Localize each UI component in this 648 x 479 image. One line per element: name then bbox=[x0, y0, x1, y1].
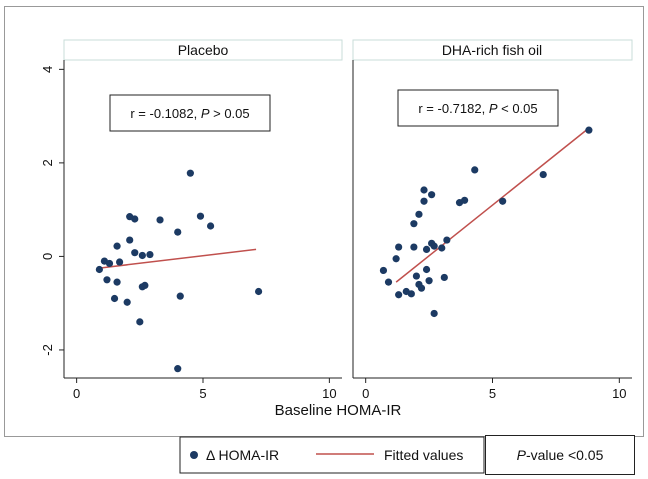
annotation-box bbox=[109, 94, 271, 132]
panel-title-placebo: Placebo bbox=[178, 42, 229, 58]
panel-title-fish-oil: DHA-rich fish oil bbox=[442, 42, 542, 58]
data-point bbox=[539, 170, 547, 179]
data-point bbox=[430, 309, 438, 318]
data-point bbox=[131, 215, 139, 223]
data-point bbox=[113, 242, 121, 250]
data-point bbox=[126, 236, 134, 244]
data-point bbox=[113, 278, 121, 286]
data-point bbox=[131, 249, 139, 257]
data-point bbox=[110, 294, 119, 303]
x-tick-label: 5 bbox=[199, 386, 206, 401]
fit-line bbox=[395, 129, 587, 283]
data-point bbox=[392, 255, 400, 263]
data-point bbox=[395, 291, 403, 299]
data-point bbox=[499, 197, 507, 205]
data-point bbox=[407, 290, 415, 298]
data-point bbox=[410, 243, 418, 251]
data-point bbox=[471, 166, 479, 174]
data-point bbox=[461, 196, 469, 204]
data-point bbox=[425, 277, 433, 285]
data-point bbox=[428, 191, 436, 199]
data-point bbox=[136, 318, 144, 326]
data-point bbox=[103, 276, 111, 284]
plot-panel-placebo: 0 5 10 bbox=[63, 60, 342, 401]
y-axis: -2 0 2 4 bbox=[40, 66, 64, 356]
data-point bbox=[186, 169, 194, 177]
data-point bbox=[138, 251, 146, 260]
data-point bbox=[585, 126, 593, 134]
data-point bbox=[379, 266, 388, 275]
data-point bbox=[412, 272, 421, 280]
x-tick-label: 0 bbox=[73, 386, 80, 401]
pvalue-note: P -value <0.05 bbox=[485, 435, 635, 475]
y-tick-label: 2 bbox=[40, 159, 55, 166]
x-axis-title: Baseline HOMA-IR bbox=[275, 402, 402, 419]
data-point bbox=[420, 186, 428, 194]
annotation-fish-oil: r = -0.7182, P < 0.05 bbox=[418, 101, 537, 116]
figure-border bbox=[4, 6, 644, 437]
data-point bbox=[417, 284, 426, 292]
plot-panel-fish-oil: 0 5 10 bbox=[352, 60, 632, 401]
data-point bbox=[206, 222, 215, 230]
data-point bbox=[422, 245, 431, 253]
data-point bbox=[415, 210, 423, 218]
annotation-box bbox=[397, 89, 559, 127]
data-point bbox=[438, 244, 446, 252]
data-point bbox=[174, 228, 182, 236]
panel-title-box bbox=[63, 39, 343, 61]
pvalue-text: -value <0.05 bbox=[525, 447, 604, 463]
annotation-placebo: r = -0.1082, P > 0.05 bbox=[130, 106, 249, 121]
panel-title-box bbox=[352, 39, 633, 61]
data-point bbox=[422, 265, 431, 274]
data-point bbox=[395, 243, 403, 251]
x-tick-label: 10 bbox=[322, 386, 336, 401]
data-point bbox=[410, 220, 418, 228]
legend-points-label: Δ HOMA-IR bbox=[206, 447, 279, 463]
data-point bbox=[156, 216, 164, 224]
data-point bbox=[123, 298, 131, 306]
x-tick-label: 10 bbox=[612, 386, 626, 401]
data-point bbox=[384, 278, 393, 286]
data-point bbox=[105, 259, 114, 268]
data-point bbox=[146, 250, 154, 259]
legend-line-label: Fitted values bbox=[384, 447, 463, 463]
legend-point-marker bbox=[190, 451, 198, 459]
y-tick-label: -2 bbox=[40, 344, 55, 356]
data-point bbox=[196, 212, 205, 220]
data-point bbox=[176, 292, 184, 300]
data-point bbox=[116, 258, 124, 266]
y-tick-label: 4 bbox=[40, 66, 55, 73]
fit-line bbox=[99, 248, 257, 269]
data-point bbox=[430, 242, 438, 250]
x-tick-label: 5 bbox=[489, 386, 496, 401]
pvalue-italic: P bbox=[516, 447, 526, 463]
data-point bbox=[141, 281, 149, 290]
data-point bbox=[440, 273, 448, 282]
legend bbox=[179, 436, 485, 474]
x-tick-label: 0 bbox=[362, 386, 369, 401]
y-tick-label: 0 bbox=[40, 253, 55, 260]
data-point bbox=[174, 365, 182, 373]
data-point bbox=[255, 287, 263, 296]
data-point bbox=[420, 197, 428, 205]
data-point bbox=[443, 236, 451, 244]
data-point bbox=[95, 265, 103, 274]
